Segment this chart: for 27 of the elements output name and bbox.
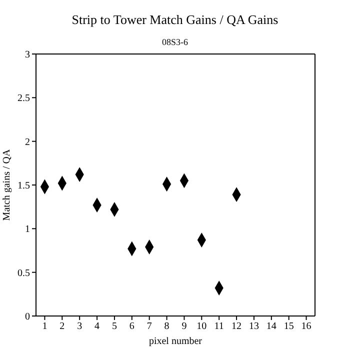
x-tick-label: 16 [301,321,312,332]
x-tick-label: 14 [266,321,276,332]
x-tick-label: 10 [196,321,207,332]
x-tick-label: 15 [284,321,294,332]
x-tick-label: 6 [129,321,134,332]
x-tick-label: 12 [232,321,242,332]
x-tick-label: 2 [60,321,65,332]
chart-title: Strip to Tower Match Gains / QA Gains [70,12,280,28]
x-tick-label: 1 [42,321,48,332]
y-axis-title: Match gains / QA [2,148,13,221]
y-tick-label: 0 [25,312,30,323]
chart-subtitle: 08S3-6 [160,37,189,47]
x-tick-label: 13 [248,321,259,332]
x-tick-label: 5 [112,321,117,332]
y-tick-label: 2 [25,136,30,148]
x-tick-label: 4 [94,321,100,332]
x-tick-label: 8 [164,321,170,332]
y-tick-label: 0.5 [18,268,30,279]
x-tick-label: 9 [182,321,187,332]
y-tick-label: 1 [25,224,30,236]
y-tick-label: 2.5 [18,93,30,104]
x-tick-label: 11 [214,321,224,332]
y-tick-label: 1.5 [18,180,30,192]
x-axis-title: pixel number [148,336,203,347]
x-tick-label: 3 [77,321,82,332]
y-tick-label: 3 [25,50,30,61]
x-tick-label: 7 [146,321,152,332]
